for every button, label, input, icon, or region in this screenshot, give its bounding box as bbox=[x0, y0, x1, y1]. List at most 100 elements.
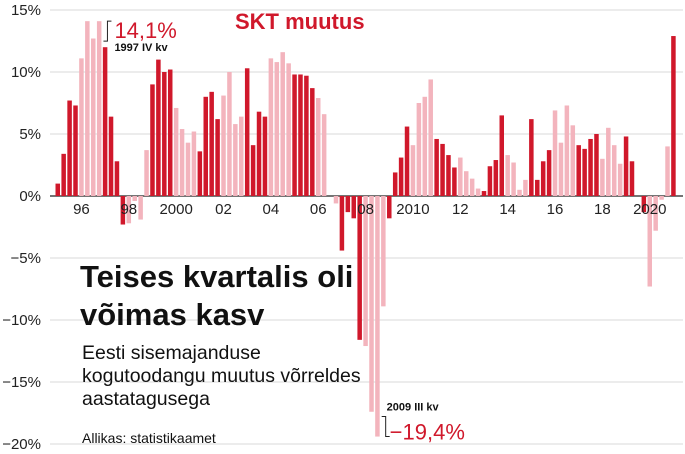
bar bbox=[392, 172, 398, 196]
bar bbox=[552, 110, 558, 196]
bar bbox=[369, 196, 374, 412]
bar bbox=[487, 166, 493, 196]
bar bbox=[333, 196, 339, 204]
bar bbox=[233, 124, 238, 196]
bar bbox=[529, 119, 534, 196]
bar bbox=[641, 196, 647, 213]
bar bbox=[576, 145, 581, 196]
bar bbox=[339, 196, 345, 251]
x-tick-label: 14 bbox=[499, 201, 516, 218]
bar bbox=[617, 163, 623, 196]
bar bbox=[398, 157, 404, 196]
y-tick-label: 15% bbox=[11, 2, 41, 19]
bar bbox=[185, 142, 191, 196]
x-tick-label: 96 bbox=[73, 201, 90, 218]
x-tick-label: 06 bbox=[310, 201, 327, 218]
bar bbox=[179, 129, 185, 196]
bar bbox=[422, 96, 428, 196]
bar bbox=[611, 145, 617, 196]
bar bbox=[458, 157, 463, 196]
x-tick-label: 2000 bbox=[159, 201, 192, 218]
bar bbox=[493, 160, 499, 196]
bar bbox=[286, 63, 291, 196]
bar bbox=[162, 72, 167, 196]
bar bbox=[61, 153, 66, 196]
bar bbox=[120, 196, 126, 225]
bar bbox=[416, 103, 422, 196]
bar bbox=[523, 179, 528, 196]
bar bbox=[469, 178, 475, 196]
bar bbox=[227, 72, 232, 196]
bar bbox=[452, 167, 457, 196]
bar bbox=[404, 126, 410, 196]
x-tick-label: 2010 bbox=[396, 201, 429, 218]
bar bbox=[150, 84, 155, 196]
bar bbox=[132, 196, 137, 201]
bar bbox=[91, 38, 96, 196]
y-tick-label: −20% bbox=[2, 436, 41, 453]
bar bbox=[653, 196, 658, 231]
bar bbox=[588, 138, 593, 196]
x-tick-label: 2020 bbox=[633, 201, 666, 218]
bar bbox=[280, 52, 285, 196]
annotation-period: 2009 III kv bbox=[387, 402, 440, 414]
bar bbox=[357, 196, 362, 340]
bar bbox=[659, 196, 664, 200]
bar bbox=[250, 145, 256, 196]
bar bbox=[570, 125, 576, 196]
x-tick-label: 98 bbox=[120, 201, 137, 218]
bar bbox=[67, 100, 72, 196]
bar bbox=[629, 161, 635, 196]
bar bbox=[623, 136, 629, 196]
bar bbox=[463, 171, 469, 196]
bar bbox=[446, 155, 451, 196]
headline: Teises kvartalis oli võimas kasv bbox=[80, 259, 354, 332]
bar bbox=[215, 119, 220, 196]
bar bbox=[499, 115, 504, 196]
y-tick-label: −15% bbox=[2, 374, 41, 391]
y-tick-label: −10% bbox=[2, 312, 41, 329]
bar bbox=[511, 162, 516, 196]
bar bbox=[256, 111, 262, 196]
bar bbox=[114, 161, 120, 196]
bar bbox=[546, 150, 552, 196]
y-axis-labels: 15% 10% 5% 0% −5% −10% −15% −20% bbox=[2, 2, 41, 453]
bar bbox=[144, 150, 149, 196]
bar bbox=[665, 146, 670, 196]
bar bbox=[315, 98, 321, 196]
annotation-bracket bbox=[381, 416, 390, 438]
bar bbox=[535, 179, 540, 196]
bar bbox=[440, 143, 445, 196]
bar bbox=[410, 145, 416, 196]
bar bbox=[244, 68, 250, 196]
x-tick-label: 04 bbox=[263, 201, 280, 218]
bar bbox=[434, 138, 439, 196]
bar bbox=[79, 58, 84, 196]
bar bbox=[73, 105, 78, 196]
bar bbox=[209, 91, 214, 196]
y-tick-label: −5% bbox=[11, 250, 41, 267]
bar bbox=[156, 59, 161, 196]
bar bbox=[475, 188, 481, 196]
y-tick-label: 0% bbox=[19, 188, 41, 205]
bar bbox=[191, 131, 197, 196]
bar bbox=[381, 196, 386, 307]
bar bbox=[505, 155, 510, 196]
x-tick-label: 16 bbox=[547, 201, 564, 218]
bar bbox=[363, 196, 368, 347]
bar bbox=[582, 148, 587, 196]
bar bbox=[126, 196, 132, 224]
chart-title: SKT muutus bbox=[235, 9, 365, 34]
bar bbox=[197, 151, 203, 196]
x-axis-labels: 96 98 2000 02 04 06 08 2010 12 14 16 18 2020 bbox=[73, 201, 666, 218]
annotation-period: 1997 IV kv bbox=[114, 42, 168, 54]
subtitle: Eesti sisemajanduse kogutoodangu muutus … bbox=[82, 342, 361, 410]
x-tick-label: 02 bbox=[215, 201, 232, 218]
bar bbox=[167, 69, 173, 196]
annotation-bracket bbox=[103, 20, 112, 42]
bar bbox=[268, 58, 274, 196]
bar bbox=[203, 96, 208, 196]
bar bbox=[108, 116, 114, 196]
annotation-value: −19,4% bbox=[390, 420, 465, 445]
